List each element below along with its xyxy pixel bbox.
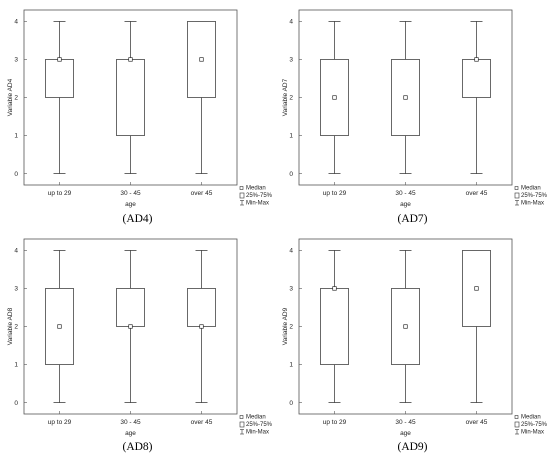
chart-panel-ad8: 0 1 2 3 4 Variable AD8 up to 29 30 - 45 over 45 a…: [0, 229, 275, 458]
legend-range-label: Min-Max: [521, 201, 544, 207]
median-marker: [403, 95, 408, 100]
median-marker: [57, 57, 62, 62]
x-tick-label: up to 29: [323, 419, 347, 426]
y-tick-label: 2: [289, 324, 293, 331]
legend-iqr-swatch: [514, 421, 520, 428]
y-tick-label: 1: [289, 362, 293, 369]
x-tick-label: over 45: [466, 190, 488, 197]
y-tick-label: 4: [14, 248, 18, 255]
iqr-box: [45, 59, 74, 98]
median-marker: [199, 57, 204, 62]
chart-caption: (AD8): [122, 441, 153, 453]
legend-iqr-swatch: [514, 192, 520, 199]
legend-iqr-swatch: [239, 192, 245, 199]
x-tick-label: 30 - 45: [395, 190, 416, 197]
box-plot: 0 1 2 3 4 Variable AD8 up to 29 30 - 45 over 45 a…: [7, 238, 273, 437]
y-tick-label: 2: [289, 95, 293, 102]
y-axis-label: Variable AD8: [7, 307, 14, 345]
legend-median-label: Median: [521, 415, 541, 421]
y-tick-label: 1: [14, 133, 18, 140]
iqr-box: [116, 288, 145, 327]
y-tick-label: 2: [14, 324, 18, 331]
y-axis-label: Variable AD9: [282, 307, 289, 345]
x-axis-label: age: [400, 430, 411, 437]
legend-median-label: Median: [246, 415, 266, 421]
y-tick-label: 1: [14, 362, 18, 369]
median-marker: [332, 95, 337, 100]
median-marker: [128, 57, 133, 62]
iqr-box: [320, 288, 349, 365]
median-marker: [403, 324, 408, 329]
x-tick-label: over 45: [191, 190, 213, 197]
median-marker: [474, 286, 479, 291]
x-tick-label: over 45: [191, 419, 213, 426]
box-plot: 0 1 2 3 4 Variable AD4 up to 29 30 - 45 over 45 a…: [7, 9, 273, 208]
box-plot: 0 1 2 3 4 Variable AD9 up to 29 30 - 45 over 45 a…: [282, 238, 548, 437]
legend-range-label: Min-Max: [246, 201, 269, 207]
legend-iqr-swatch: [239, 421, 245, 428]
x-tick-label: 30 - 45: [120, 419, 141, 426]
median-marker: [332, 286, 337, 291]
legend-iqr-label: 25%-75%: [521, 193, 548, 199]
y-tick-label: 1: [289, 133, 293, 140]
x-axis-label: age: [125, 201, 136, 208]
chart-panel-ad9: 0 1 2 3 4 Variable AD9 up to 29 30 - 45 over 45 a…: [275, 229, 550, 458]
iqr-box: [116, 59, 145, 136]
y-tick-label: 3: [14, 286, 18, 293]
median-marker: [199, 324, 204, 329]
legend-range-label: Min-Max: [521, 430, 544, 436]
legend-median-label: Median: [521, 186, 541, 192]
y-tick-label: 4: [14, 19, 18, 26]
legend-median-swatch: [514, 415, 519, 419]
legend-median-label: Median: [246, 186, 266, 192]
legend-median-swatch: [514, 186, 519, 190]
median-marker: [474, 57, 479, 62]
y-axis-label: Variable AD4: [7, 78, 14, 116]
median-marker: [128, 324, 133, 329]
legend-median-swatch: [239, 186, 244, 190]
y-tick-label: 0: [14, 400, 18, 407]
y-tick-label: 0: [14, 171, 18, 178]
chart-caption: (AD9): [397, 441, 428, 453]
x-tick-label: up to 29: [323, 190, 347, 197]
median-marker: [57, 324, 62, 329]
iqr-box: [187, 288, 216, 327]
iqr-box: [391, 59, 420, 136]
y-tick-label: 2: [14, 95, 18, 102]
y-tick-label: 3: [289, 286, 293, 293]
box-plot: 0 1 2 3 4 Variable AD7 up to 29 30 - 45 over 45 a…: [282, 9, 548, 208]
y-tick-label: 3: [14, 57, 18, 64]
chart-caption: (AD4): [122, 213, 153, 225]
x-tick-label: 30 - 45: [395, 419, 416, 426]
x-axis-label: age: [125, 430, 136, 437]
x-tick-label: up to 29: [48, 419, 72, 426]
x-tick-label: over 45: [466, 419, 488, 426]
y-tick-label: 3: [289, 57, 293, 64]
legend-median-swatch: [239, 415, 244, 419]
chart-panel-ad7: 0 1 2 3 4 Variable AD7 up to 29 30 - 45 over 45 a…: [275, 0, 550, 229]
chart-panel-ad4: 0 1 2 3 4 Variable AD4 up to 29 30 - 45 over 45 a…: [0, 0, 275, 229]
iqr-box: [462, 59, 491, 98]
y-tick-label: 0: [289, 171, 293, 178]
x-axis-label: age: [400, 201, 411, 208]
x-tick-label: up to 29: [48, 190, 72, 197]
legend-iqr-label: 25%-75%: [246, 422, 273, 428]
chart-caption: (AD7): [397, 213, 428, 225]
x-tick-label: 30 - 45: [120, 190, 141, 197]
legend-range-label: Min-Max: [246, 430, 269, 436]
y-tick-label: 0: [289, 400, 293, 407]
y-axis-label: Variable AD7: [282, 78, 289, 116]
legend-iqr-label: 25%-75%: [246, 193, 273, 199]
y-tick-label: 4: [289, 19, 293, 26]
legend-iqr-label: 25%-75%: [521, 422, 548, 428]
y-tick-label: 4: [289, 248, 293, 255]
